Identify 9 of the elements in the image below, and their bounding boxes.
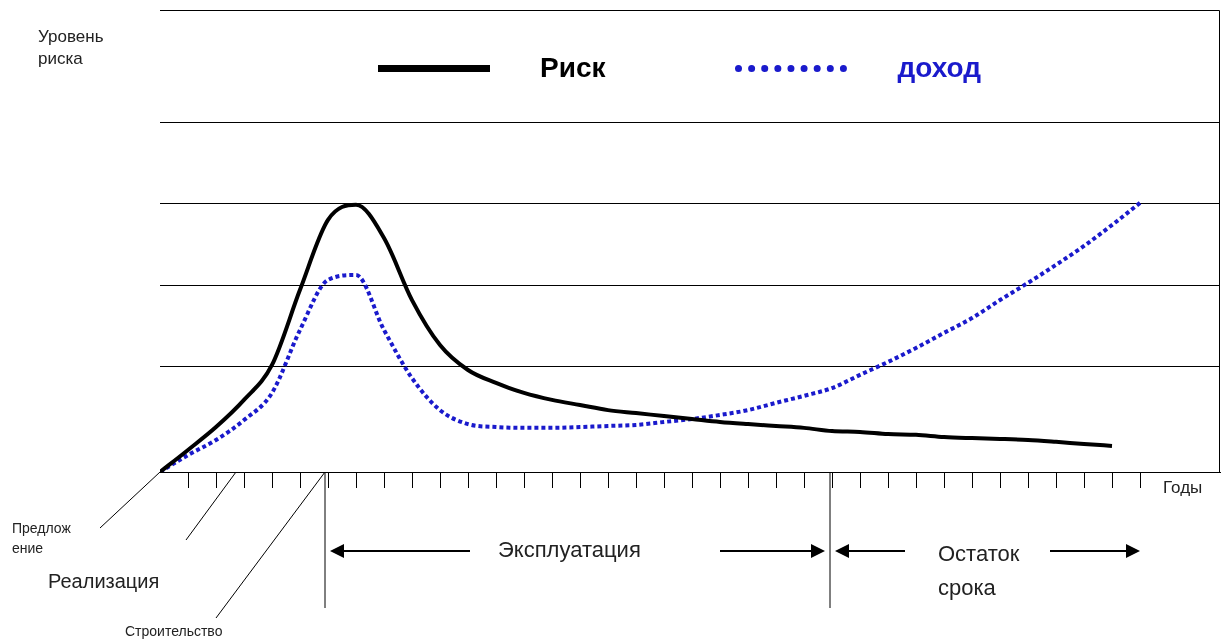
text: Предложение <box>12 519 72 558</box>
text: Уровень риска <box>38 26 105 70</box>
text: Строительство <box>125 623 223 639</box>
legend-label: Риск <box>540 52 606 84</box>
text: Реализация <box>48 570 160 593</box>
text: Эксплуатация <box>498 537 641 563</box>
legend-label: доход <box>897 52 982 84</box>
text: Остаток срока <box>938 540 1021 602</box>
x-axis-title: Годы <box>1163 478 1203 498</box>
